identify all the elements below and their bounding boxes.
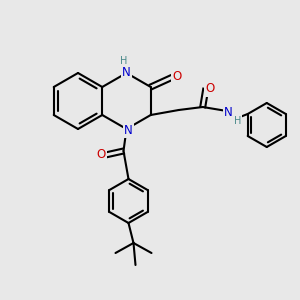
Text: N: N <box>124 124 133 136</box>
Text: O: O <box>172 70 182 83</box>
Text: O: O <box>97 148 106 161</box>
Text: H: H <box>120 56 127 66</box>
Text: N: N <box>224 106 233 118</box>
Text: H: H <box>234 116 242 126</box>
Text: N: N <box>122 65 131 79</box>
Text: O: O <box>205 82 214 95</box>
